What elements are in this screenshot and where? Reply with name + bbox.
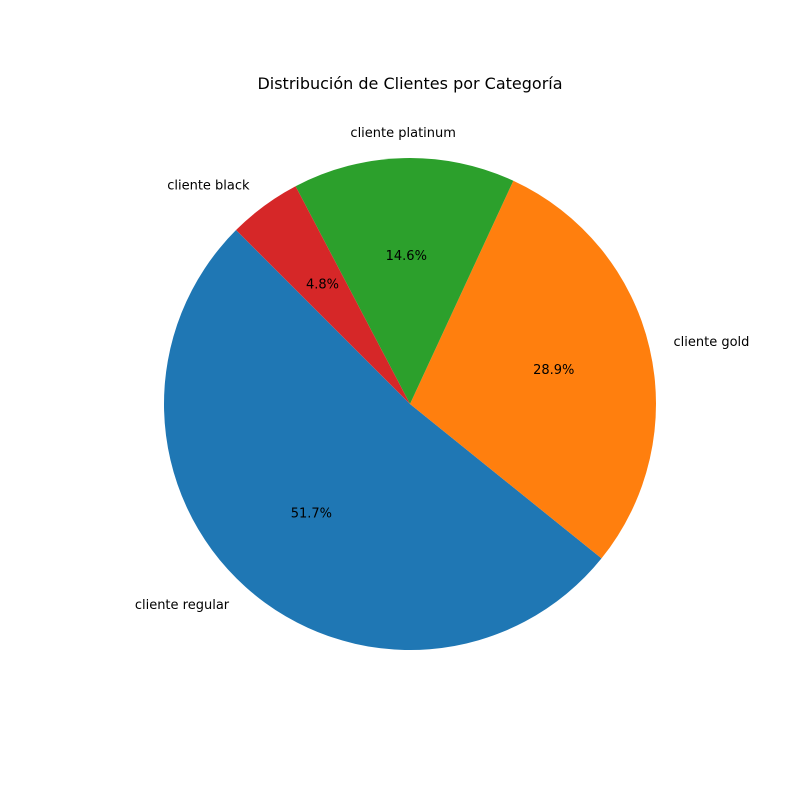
- pie-labels: cliente regular 51.7% cliente gold 28.9% cli…: [135, 126, 750, 613]
- pie-slice-cliente-black: [236, 186, 410, 404]
- pie-slices: [163, 158, 656, 651]
- slice-percent-label: 4.8%: [306, 278, 339, 293]
- slice-label: cliente black: [167, 179, 250, 194]
- slice-percent-label: 51.7%: [291, 506, 332, 521]
- slice-label: cliente regular: [135, 598, 230, 613]
- slice-label: cliente platinum: [350, 126, 456, 141]
- slice-label: cliente gold: [674, 335, 750, 350]
- pie-slice-cliente-regular: [163, 230, 602, 651]
- slice-percent-label: 28.9%: [533, 363, 574, 378]
- pie-slice-cliente-gold: [410, 180, 656, 559]
- chart-title: Distribución de Clientes por Categoría: [257, 74, 562, 93]
- slice-percent-label: 14.6%: [386, 249, 427, 264]
- pie-slice-cliente-platinum: [295, 158, 514, 404]
